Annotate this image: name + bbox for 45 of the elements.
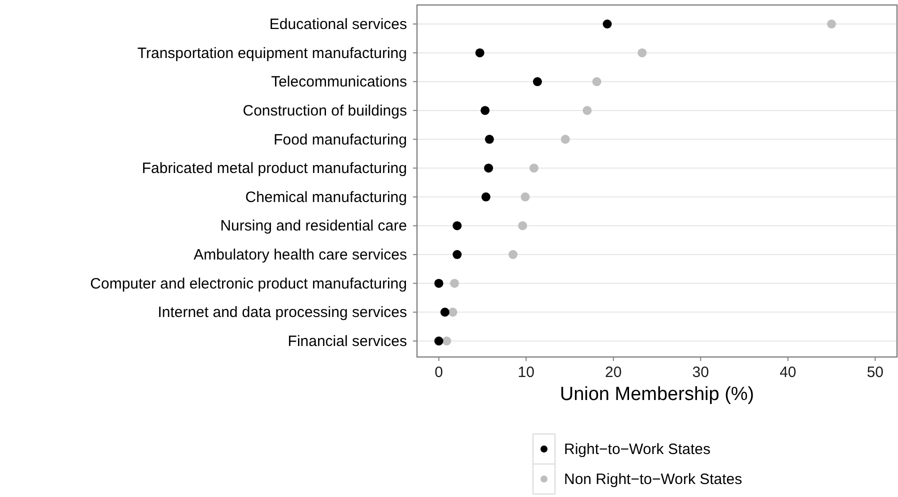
point — [448, 308, 458, 317]
point — [638, 48, 647, 58]
point — [481, 192, 490, 202]
point — [452, 250, 462, 260]
y-tick-label: Fabricated metal product manufacturing — [142, 160, 407, 178]
point — [475, 48, 484, 58]
legend-label: Non Right−to−Work States — [564, 471, 742, 488]
y-tick-label: Chemical manufacturing — [245, 188, 407, 206]
point — [560, 134, 570, 144]
y-tick-label: Educational services — [269, 16, 407, 33]
point — [520, 192, 530, 202]
point — [484, 134, 494, 144]
point — [442, 336, 452, 346]
y-tick-label: Food manufacturing — [274, 131, 407, 148]
point — [434, 278, 444, 288]
point — [452, 221, 462, 230]
point — [582, 106, 592, 115]
point — [592, 77, 602, 86]
legend-label: Right−to−Work States — [564, 441, 710, 458]
point — [440, 308, 450, 317]
y-tick-label: Ambulatory health care services — [194, 246, 407, 264]
point — [518, 221, 528, 230]
point — [602, 20, 612, 28]
point — [434, 336, 444, 346]
x-tick-label: 40 — [780, 364, 796, 381]
x-tick-label: 20 — [605, 364, 622, 381]
y-tick-label: Computer and electronic product manufacturing — [90, 275, 407, 292]
x-tick-label: 0 — [434, 364, 443, 381]
y-tick-label: Construction of buildings — [242, 102, 407, 120]
point — [484, 164, 494, 173]
x-tick-label: 10 — [518, 364, 534, 381]
y-tick-label: Internet and data processing services — [158, 304, 407, 322]
x-tick-label: 30 — [692, 364, 709, 381]
x-axis-title: Union Membership (%) — [560, 384, 754, 405]
y-tick-label: Transportation equipment manufacturing — [137, 44, 407, 62]
y-tick-label: Telecommunications — [271, 74, 407, 91]
point — [827, 20, 836, 28]
point — [529, 164, 538, 173]
y-tick-label: Financial services — [288, 333, 407, 350]
point — [508, 250, 518, 260]
point — [480, 106, 490, 115]
point — [532, 77, 542, 86]
x-tick-label: 50 — [866, 364, 884, 381]
y-tick-label: Nursing and residential care — [220, 218, 407, 235]
point — [450, 278, 460, 288]
